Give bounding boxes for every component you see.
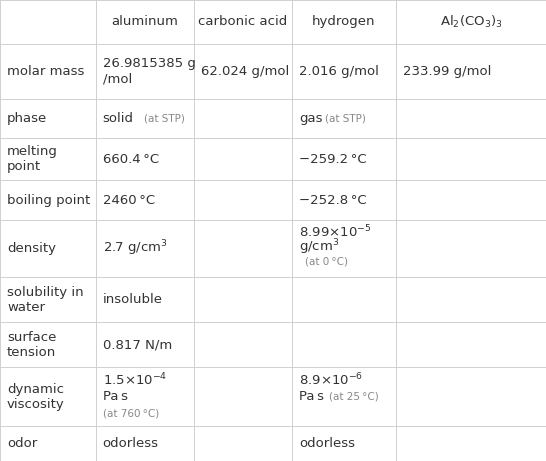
Text: Pa s: Pa s xyxy=(103,390,128,403)
Text: 1.5$\times$10$^{-4}$: 1.5$\times$10$^{-4}$ xyxy=(103,372,167,389)
Text: g/cm$^3$: g/cm$^3$ xyxy=(299,237,340,256)
Text: 8.99$\times$10$^{-5}$: 8.99$\times$10$^{-5}$ xyxy=(299,224,372,241)
Text: melting
point: melting point xyxy=(7,145,58,173)
Text: 660.4 °C: 660.4 °C xyxy=(103,153,159,166)
Text: 0.817 N/m: 0.817 N/m xyxy=(103,338,172,351)
Text: Al$_2$(CO$_3$)$_3$: Al$_2$(CO$_3$)$_3$ xyxy=(440,14,502,30)
Text: 2460 °C: 2460 °C xyxy=(103,194,155,207)
Text: solid: solid xyxy=(103,112,134,125)
Text: (at 0 °C): (at 0 °C) xyxy=(305,256,348,266)
Text: 8.9$\times$10$^{-6}$: 8.9$\times$10$^{-6}$ xyxy=(299,372,364,389)
Text: surface
tension: surface tension xyxy=(7,331,56,359)
Text: 62.024 g/mol: 62.024 g/mol xyxy=(201,65,289,78)
Text: carbonic acid: carbonic acid xyxy=(198,15,288,28)
Text: insoluble: insoluble xyxy=(103,293,163,306)
Text: Pa s: Pa s xyxy=(299,390,324,403)
Text: (at 760 °C): (at 760 °C) xyxy=(103,408,159,418)
Text: −252.8 °C: −252.8 °C xyxy=(299,194,367,207)
Text: boiling point: boiling point xyxy=(7,194,90,207)
Text: aluminum: aluminum xyxy=(111,15,178,28)
Text: hydrogen: hydrogen xyxy=(312,15,376,28)
Text: 2.7 g/cm$^3$: 2.7 g/cm$^3$ xyxy=(103,239,167,258)
Text: 2.016 g/mol: 2.016 g/mol xyxy=(299,65,379,78)
Text: density: density xyxy=(7,242,56,255)
Text: gas: gas xyxy=(299,112,323,125)
Text: 233.99 g/mol: 233.99 g/mol xyxy=(403,65,491,78)
Text: −259.2 °C: −259.2 °C xyxy=(299,153,367,166)
Text: phase: phase xyxy=(7,112,48,125)
Text: solubility in
water: solubility in water xyxy=(7,286,84,313)
Text: odorless: odorless xyxy=(103,437,159,450)
Text: molar mass: molar mass xyxy=(7,65,85,78)
Text: 26.9815385 g
/mol: 26.9815385 g /mol xyxy=(103,57,195,85)
Text: dynamic
viscosity: dynamic viscosity xyxy=(7,383,65,411)
Text: (at STP): (at STP) xyxy=(144,113,185,124)
Text: (at STP): (at STP) xyxy=(325,113,366,124)
Text: odorless: odorless xyxy=(299,437,355,450)
Text: odor: odor xyxy=(7,437,37,450)
Text: (at 25 °C): (at 25 °C) xyxy=(329,392,379,402)
